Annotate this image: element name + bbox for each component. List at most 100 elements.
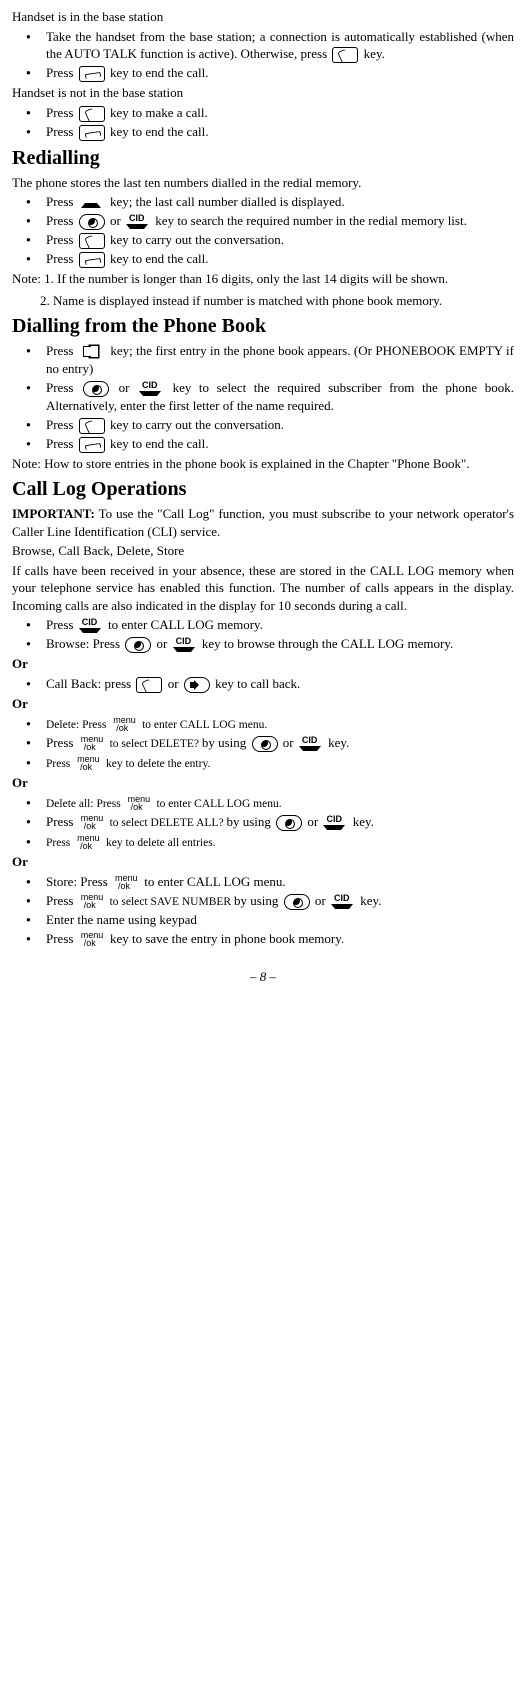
end-key-icon (79, 437, 105, 453)
phonebook-list: Press key; the first entry in the phone … (12, 342, 514, 452)
text: by using (234, 893, 282, 908)
section2-list: Press key to make a call. Press key to e… (12, 104, 514, 141)
section2-title: Handset is not in the base station (12, 84, 514, 102)
text: key to delete the entry. (103, 758, 210, 770)
page-number: – 8 – (12, 968, 514, 986)
important-label: IMPORTANT: (12, 506, 95, 521)
menu-key-icon (79, 815, 105, 831)
redial-intro: The phone stores the last ten numbers di… (12, 174, 514, 192)
text: key to browse through the CALL LOG memor… (199, 636, 454, 651)
r-item1: Press key; the last call number dialled … (12, 193, 514, 211)
text: Call Back: press (46, 676, 134, 691)
text: Store: Press (46, 874, 111, 889)
text: key to carry out the conversation. (107, 417, 284, 432)
or-text: Or (12, 696, 28, 711)
or-text: Or (12, 656, 28, 671)
r-item4: Press key to end the call. (12, 250, 514, 268)
up-key-icon (79, 195, 105, 211)
cid-key-icon (323, 815, 347, 831)
text: key. (349, 814, 373, 829)
text: key. (360, 46, 384, 61)
section1-list: Take the handset from the base station; … (12, 28, 514, 83)
cid-key-icon (126, 214, 150, 230)
menu-key-icon (126, 796, 152, 812)
menu-key-icon (79, 894, 105, 910)
text: Delete: Press (46, 719, 109, 731)
text: or (111, 380, 137, 395)
text: Press (46, 814, 77, 829)
redial-note1: Note: 1. If the number is longer than 16… (12, 270, 514, 288)
cid-key-icon (331, 894, 355, 910)
redial-note2: 2. Name is displayed instead if number i… (12, 292, 514, 310)
text: to select DELETE ALL? (107, 817, 227, 829)
cl-item11: Press to select SAVE NUMBER by using or … (12, 892, 514, 911)
calllog-list2: Call Back: press or key to call back. (12, 675, 514, 693)
text: to enter CALL LOG menu. (139, 719, 267, 731)
text: Press (46, 758, 73, 770)
or-label: Or (12, 853, 514, 871)
cl-item13: Press key to save the entry in phone boo… (12, 930, 514, 948)
text: key. (325, 735, 349, 750)
phonebook-note: Note: How to store entries in the phone … (12, 455, 514, 473)
cl-item12: Enter the name using keypad (12, 911, 514, 929)
text: Press (46, 436, 77, 451)
pb-item3: Press key to carry out the conversation. (12, 416, 514, 434)
menu-key-icon (111, 717, 137, 733)
or-text: Or (12, 775, 28, 790)
text: key to end the call. (107, 124, 209, 139)
text: Press (46, 232, 77, 247)
calllog-subhead: Browse, Call Back, Delete, Store (12, 542, 514, 560)
calllog-para: If calls have been received in your abse… (12, 562, 514, 615)
calllog-list4: Delete all: Press to enter CALL LOG menu… (12, 794, 514, 852)
speaker-key-icon (184, 677, 210, 693)
cid-key-icon (173, 637, 197, 653)
text: or (304, 814, 321, 829)
cid-key-icon (139, 381, 163, 397)
nav-key-icon (83, 381, 109, 397)
talk-key-icon (332, 47, 358, 63)
cl-item3: Call Back: press or key to call back. (12, 675, 514, 693)
text: to enter CALL LOG menu. (141, 874, 286, 889)
phonebook-title: Dialling from the Phone Book (12, 313, 514, 340)
cl-item10: Store: Press to enter CALL LOG menu. (12, 873, 514, 891)
text: Press (46, 735, 77, 750)
redialling-title: Redialling (12, 145, 514, 172)
or-label: Or (12, 774, 514, 792)
calllog-title: Call Log Operations (12, 476, 514, 503)
menu-key-icon (79, 932, 105, 948)
text: Press (46, 194, 77, 209)
r-item3: Press key to carry out the conversation. (12, 231, 514, 249)
calllog-list3: Delete: Press to enter CALL LOG menu. Pr… (12, 715, 514, 773)
text: Take the handset from the base station; … (46, 29, 514, 62)
nav-key-icon (252, 736, 278, 752)
text: key to save the entry in phone book memo… (107, 931, 344, 946)
text: Delete all: Press (46, 798, 124, 810)
text: key to make a call. (107, 105, 208, 120)
calllog-list1: Press to enter CALL LOG memory. Browse: … (12, 616, 514, 653)
menu-key-icon (79, 736, 105, 752)
text: or (153, 636, 170, 651)
text: to select SAVE NUMBER (107, 896, 234, 908)
nav-key-icon (79, 214, 105, 230)
text: to enter CALL LOG menu. (154, 798, 282, 810)
talk-key-icon (79, 233, 105, 249)
text: key; the first entry in the phone book a… (46, 343, 514, 376)
text: key. (357, 893, 381, 908)
text: to select DELETE? (107, 738, 202, 750)
text: or (107, 213, 124, 228)
cl-item5: Press to select DELETE? by using or key. (12, 734, 514, 753)
s1-item2: Press key to end the call. (12, 64, 514, 82)
text: key to delete all entries. (103, 837, 215, 849)
text: key to end the call. (107, 251, 209, 266)
text: Press (46, 837, 73, 849)
pb-item1: Press key; the first entry in the phone … (12, 342, 514, 378)
text: or (164, 676, 181, 691)
cl-item8: Press to select DELETE ALL? by using or … (12, 813, 514, 832)
nav-key-icon (276, 815, 302, 831)
text: key; the last call number dialled is dis… (107, 194, 345, 209)
end-key-icon (79, 125, 105, 141)
text: key to call back. (212, 676, 300, 691)
text: Press (46, 417, 77, 432)
text: or (280, 735, 297, 750)
cid-key-icon (299, 736, 323, 752)
